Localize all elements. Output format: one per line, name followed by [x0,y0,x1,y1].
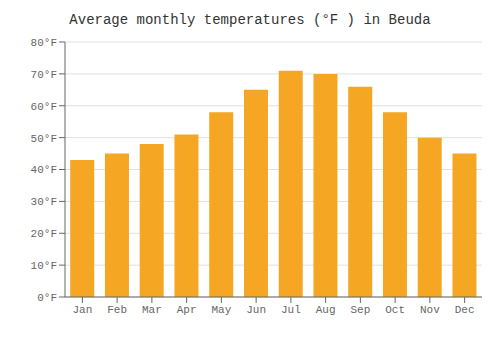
svg-text:May: May [211,304,231,316]
svg-text:Jun: Jun [246,304,266,316]
svg-text:Nov: Nov [420,304,440,316]
svg-text:70°F: 70°F [31,69,57,81]
svg-text:Feb: Feb [107,304,127,316]
svg-text:Dec: Dec [455,304,475,316]
svg-text:Jul: Jul [281,304,301,316]
html-text:Average monthly temperatures (: Average monthly temperatures (°F ) in Be… [69,12,431,28]
svg-text:0°F: 0°F [37,292,57,304]
svg-text:40°F: 40°F [31,164,57,176]
svg-text:Mar: Mar [142,304,162,316]
svg-text:Jan: Jan [72,304,92,316]
svg-text:20°F: 20°F [31,228,57,240]
svg-text:Aug: Aug [316,304,336,316]
svg-text:Oct: Oct [385,304,405,316]
svg-text:80°F: 80°F [31,37,57,49]
svg-text:Sep: Sep [350,304,370,316]
svg-text:30°F: 30°F [31,196,57,208]
svg-text:10°F: 10°F [31,260,57,272]
svg-text:50°F: 50°F [31,133,57,145]
svg-text:Apr: Apr [177,304,197,316]
svg-text:60°F: 60°F [31,101,57,113]
